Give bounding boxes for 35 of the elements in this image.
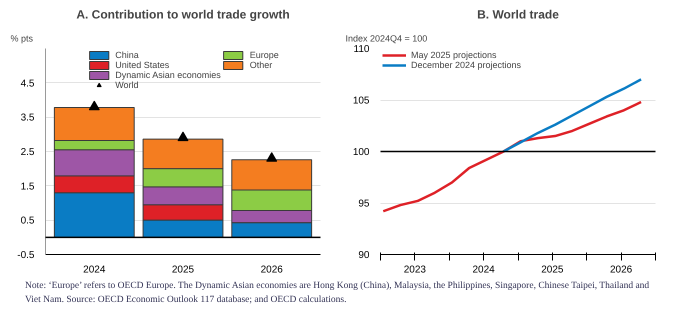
legend-label: Dynamic Asian economies [115,70,221,80]
x-tick-label: 2026 [610,264,633,276]
y-tick-label: 110 [354,44,370,55]
y-tick-label: 100 [352,147,370,158]
text: Note: ‘Europe’ refers to OECD Europe. The Dynamic Asian economies are Hong Kong (China), Malaysia, the Philippines, Singapore, Chinese Taipei, Thailand and Viet Nam. Source: OECD Economic Outlook 117 database; and OECD calculations. [25,280,650,307]
y-tick-label: -0.5 [17,250,35,261]
x-tick-label: 2024 [83,264,106,276]
legend-label: Europe [250,50,279,60]
x-tick-label: 2025 [172,264,195,276]
y-tick-label: 3.5 [20,112,35,124]
legend-label: Other [250,60,272,70]
legend-label: December 2024 projections [411,60,522,70]
point [88,100,100,110]
x-tick-label: 2023 [404,264,426,276]
y-tick-label: 4.5 [20,78,35,90]
legend-label: World [115,80,139,90]
y-tick-label: 95 [358,198,370,210]
legend-label: United States [115,60,170,70]
legend-label: China [115,50,139,60]
point [178,131,188,142]
y-tick-label: 2.5 [20,147,35,158]
point [266,152,278,162]
legend-label: May 2025 projections [411,50,497,60]
y-tick-label: 1.5 [20,181,35,192]
y-tick-label: 90 [358,250,370,261]
x-tick-label: 2024 [472,264,496,276]
chart-title: B. World trade [477,8,560,22]
y-axis-title: % pts [10,34,34,44]
y-tick-label: 0.5 [20,216,35,227]
line-series [502,78,642,153]
x-tick-label: 2025 [541,264,564,276]
y-tick-label: 105 [352,96,370,106]
chart-title: A. Contribution to world trade growth [76,8,290,22]
y-axis-title: Index 2024Q4 = 100 [346,34,428,44]
x-tick-label: 2026 [260,264,284,276]
